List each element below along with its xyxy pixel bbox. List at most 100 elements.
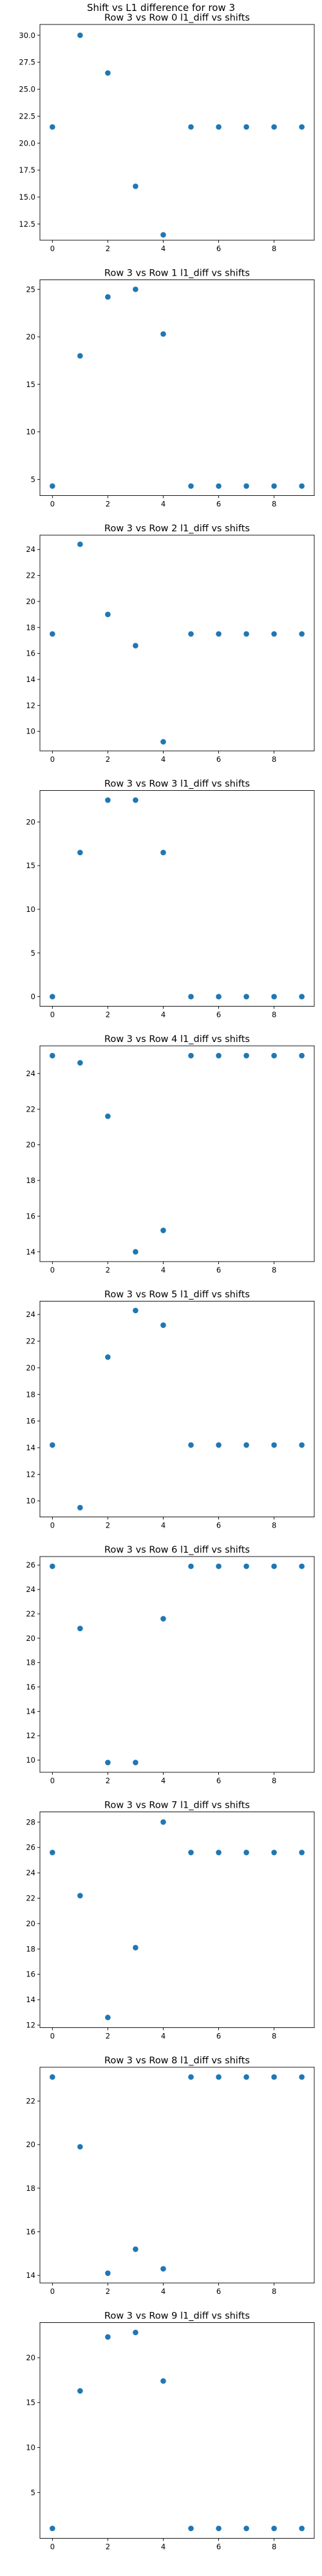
y-tick-label: 10 [26, 1497, 35, 1506]
x-tick-label: 8 [272, 2032, 276, 2041]
data-point [133, 286, 138, 292]
x-tick-label: 2 [106, 755, 110, 764]
y-tick-label: 22 [26, 1337, 35, 1346]
axes-frame [39, 24, 315, 241]
x-tick-label: 0 [50, 1776, 55, 1785]
data-point [160, 1616, 166, 1622]
data-point [299, 1563, 305, 1569]
data-point [105, 1354, 111, 1360]
data-point [188, 631, 194, 637]
y-tick-label: 16 [26, 2227, 35, 2236]
subplot-title: Row 3 vs Row 6 l1_diff vs shifts [104, 1545, 250, 1555]
x-tick-label: 4 [161, 244, 166, 253]
data-point [299, 483, 305, 489]
y-tick-label: 5 [31, 949, 35, 958]
data-point [299, 1850, 305, 1855]
y-tick-label: 18 [26, 1390, 35, 1399]
x-tick-label: 4 [161, 1776, 166, 1785]
axes-frame [39, 535, 315, 752]
data-point [160, 1322, 166, 1329]
figure-suptitle: Shift vs L1 difference for row 3 [87, 2, 235, 14]
x-tick-label: 8 [272, 2543, 276, 2552]
data-point [188, 124, 194, 130]
y-tick-label: 18 [26, 623, 35, 632]
data-point [160, 849, 166, 856]
y-tick-label: 15 [26, 861, 35, 870]
y-tick-label: 18 [26, 1658, 35, 1667]
data-point [77, 353, 83, 359]
data-point [50, 1563, 55, 1569]
subplot-title: Row 3 vs Row 9 l1_diff vs shifts [104, 2311, 250, 2322]
data-point [188, 1563, 194, 1569]
x-tick-label: 8 [272, 500, 276, 509]
data-point [216, 124, 222, 130]
x-tick-label: 6 [216, 755, 221, 764]
y-tick-label: 5 [31, 475, 35, 484]
axes-frame [39, 1045, 315, 1262]
y-tick-label: 16 [26, 1211, 35, 1220]
x-tick-label: 0 [50, 244, 55, 253]
data-point [299, 2525, 305, 2532]
data-point [271, 483, 277, 489]
data-point [105, 2270, 111, 2277]
subplot-0: Row 3 vs Row 0 l1_diff vs shifts 0 2 4 6 8 12.… [19, 13, 315, 253]
subplot-8: Row 3 vs Row 8 l1_diff vs shifts 0 2 4 6 8 14 1… [26, 2056, 315, 2296]
subplot-3: Row 3 vs Row 3 l1_diff vs shifts 0 2 4 6 8 0 5 1… [26, 779, 315, 1019]
data-point [50, 994, 55, 999]
y-tick-label: 14 [26, 2271, 35, 2280]
x-tick-label: 2 [106, 2287, 110, 2296]
data-point [133, 2329, 138, 2336]
data-point [133, 183, 138, 189]
y-tick-label: 18 [26, 1944, 35, 1953]
y-tick-label: 16 [26, 1683, 35, 1692]
x-tick-label: 6 [216, 1265, 221, 1274]
y-tick-label: 24 [26, 1310, 35, 1319]
data-point [160, 2378, 166, 2384]
data-point [299, 124, 305, 130]
data-point [105, 1113, 111, 1119]
y-tick-label: 27.5 [19, 58, 35, 67]
data-point [77, 1625, 83, 1631]
x-tick-label: 2 [106, 1776, 110, 1785]
y-tick-label: 20 [26, 332, 35, 341]
data-point [243, 124, 249, 130]
data-point [133, 797, 138, 803]
y-tick-label: 20 [26, 1919, 35, 1928]
x-tick-label: 4 [161, 2032, 166, 2041]
x-tick-label: 4 [161, 1265, 166, 1274]
x-tick-label: 6 [216, 2032, 221, 2041]
data-point [188, 2074, 194, 2080]
data-point [160, 232, 166, 238]
data-point [50, 2525, 55, 2532]
x-tick-label: 2 [106, 1521, 110, 1530]
x-tick-label: 2 [106, 244, 110, 253]
data-point [271, 631, 277, 637]
x-tick-label: 4 [161, 755, 166, 764]
data-point [105, 2334, 111, 2340]
x-tick-label: 8 [272, 755, 276, 764]
data-point [243, 483, 249, 489]
x-tick-label: 6 [216, 500, 221, 509]
y-tick-label: 18 [26, 1176, 35, 1185]
y-tick-label: 22 [26, 2096, 35, 2105]
y-tick-label: 10 [26, 1756, 35, 1765]
x-tick-label: 4 [161, 2543, 166, 2552]
data-point [105, 2014, 111, 2021]
data-point [188, 1442, 194, 1448]
x-tick-label: 0 [50, 1521, 55, 1530]
y-tick-label: 20 [26, 817, 35, 826]
y-tick-label: 16 [26, 649, 35, 658]
y-tick-label: 14 [26, 1443, 35, 1452]
data-point [299, 1442, 305, 1448]
data-point [271, 1442, 277, 1448]
data-point [77, 2144, 83, 2150]
data-point [133, 2246, 138, 2252]
data-point [271, 2525, 277, 2532]
data-point [105, 70, 111, 76]
y-tick-label: 28 [26, 1817, 35, 1826]
y-tick-label: 22 [26, 571, 35, 580]
data-point [50, 1052, 55, 1059]
data-point [216, 1850, 222, 1855]
